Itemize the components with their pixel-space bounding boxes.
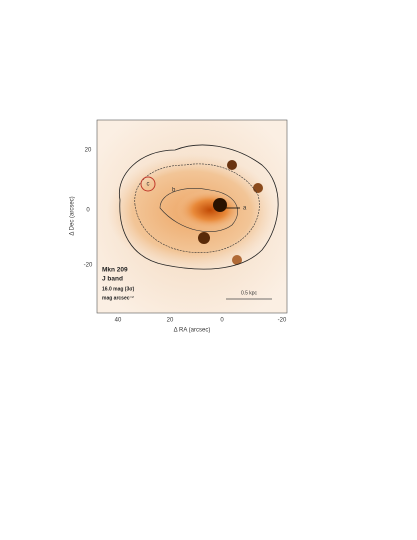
y-tick-label: 0	[86, 208, 90, 214]
legend-limit: 16.0 mag (3σ)	[102, 286, 135, 292]
knot-label: a	[243, 206, 247, 212]
y-tick-label: -20	[84, 263, 93, 269]
x-tick-label: 20	[167, 318, 174, 324]
contour	[159, 188, 238, 232]
knot-label: b	[172, 188, 176, 194]
scale-bar-label: 0.5 kpc	[241, 290, 258, 296]
galaxy-core	[176, 190, 244, 230]
legend-name: Mkn 209	[102, 267, 128, 274]
x-tick-label: -20	[278, 318, 287, 324]
knot-label: c	[147, 182, 150, 188]
contour	[118, 144, 279, 270]
x-tick-label: 0	[220, 318, 224, 324]
contour	[134, 163, 260, 253]
knot-a	[213, 198, 227, 212]
x-tick-label: 40	[115, 318, 122, 324]
legend-band: J band	[102, 276, 123, 283]
knot-c-marker	[140, 176, 156, 192]
legend-units: mag arcsec⁻²	[102, 295, 134, 301]
knot	[227, 160, 237, 170]
frame	[96, 119, 288, 314]
knot	[198, 232, 210, 244]
y-tick-label: 20	[85, 148, 92, 154]
x-axis-label: Δ RA (arcsec)	[174, 328, 211, 334]
knot	[232, 255, 242, 265]
knot	[253, 183, 263, 193]
y-axis-label: Δ Dec (arcsec)	[70, 196, 76, 235]
